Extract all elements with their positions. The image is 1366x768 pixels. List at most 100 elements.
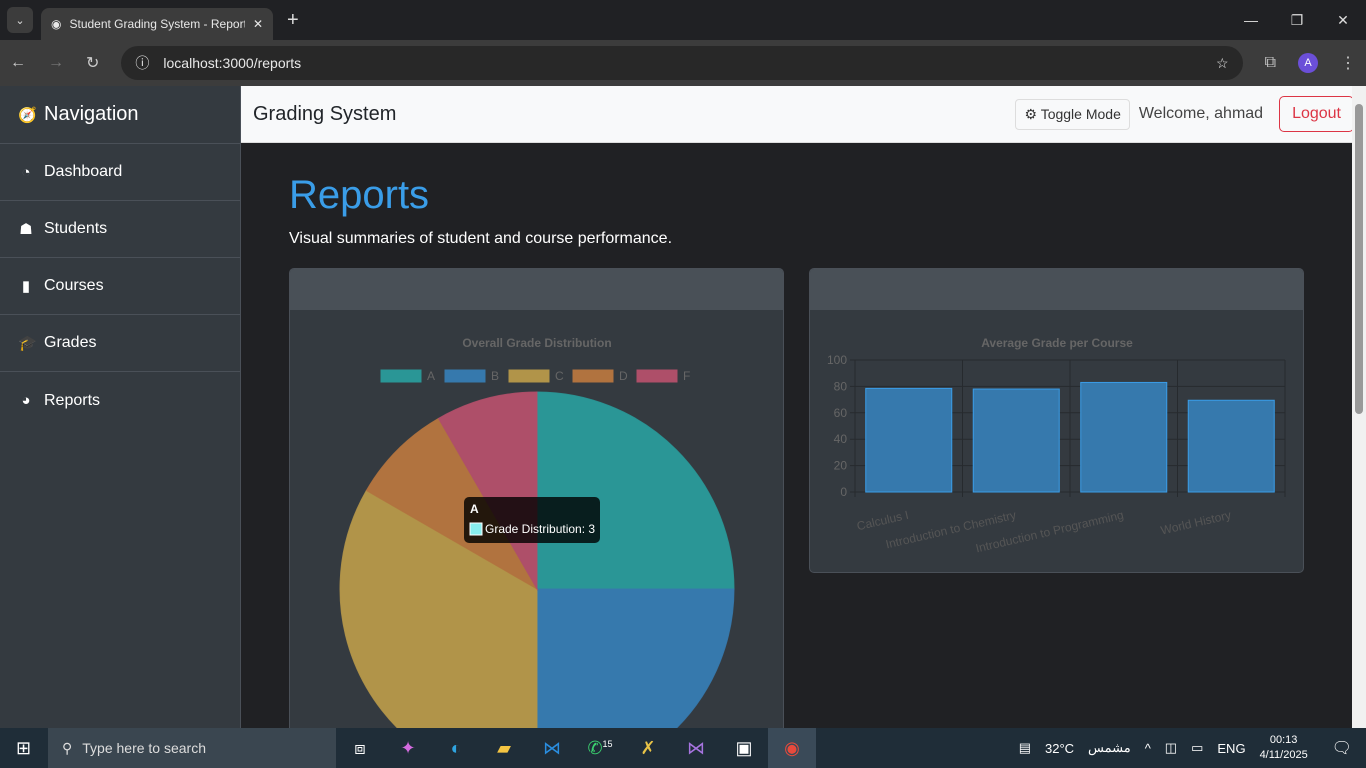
tooltip-swatch xyxy=(469,522,483,536)
grade-distribution-chart[interactable]: Overall Grade Distribution A B C D F A Grade Di… xyxy=(290,310,784,728)
legend-label: D xyxy=(619,369,628,383)
url-input[interactable]: ⓘ localhost:3000/reports ☆ xyxy=(121,46,1243,80)
y-tick-label: 40 xyxy=(834,432,848,446)
book-icon: ▮ xyxy=(21,278,31,295)
legend-swatch xyxy=(380,369,422,383)
bar-0 xyxy=(865,387,953,493)
page-scrollbar[interactable] xyxy=(1352,86,1366,728)
new-tab-button[interactable]: + xyxy=(287,8,299,31)
tooltip xyxy=(464,497,600,543)
y-tick-label: 0 xyxy=(840,485,847,499)
close-window-button[interactable]: ✕ xyxy=(1337,12,1349,28)
legend-label: F xyxy=(683,369,690,383)
average-grade-card: Average Grade per Course 0 20 40 60 80 100 Calc… xyxy=(809,268,1304,573)
notifications-icon[interactable]: 🗨 xyxy=(1331,740,1352,757)
x-tick-label: World History xyxy=(1159,508,1232,538)
sidebar-item-courses[interactable]: ▮ Courses xyxy=(0,258,240,315)
pie-chart-icon: ◕ xyxy=(21,392,31,409)
sidebar-item-label: Dashboard xyxy=(44,163,123,180)
sidebar-title: Navigation xyxy=(44,103,139,125)
battery-icon[interactable]: ▭ xyxy=(1191,740,1204,755)
edge-icon[interactable]: ◐ xyxy=(450,737,462,758)
visual-studio-icon[interactable]: ⋈ xyxy=(687,737,705,758)
weather-temp[interactable]: 32°C xyxy=(1044,740,1075,756)
y-tick-label: 80 xyxy=(834,379,848,393)
page-title: Reports xyxy=(289,173,430,217)
bookmark-star-icon[interactable]: ☆ xyxy=(1216,54,1229,71)
pie-slice-C xyxy=(339,489,538,728)
terminal-icon[interactable]: ▣ xyxy=(735,737,753,758)
windows-start-icon[interactable]: ⊞ xyxy=(16,737,32,758)
logout-button[interactable]: Logout xyxy=(1279,96,1354,132)
graduation-cap-icon: 🎓 xyxy=(18,335,37,352)
sidebar-item-dashboard[interactable]: ◔ Dashboard xyxy=(0,144,240,201)
welcome-text: Welcome, ahmad xyxy=(1138,105,1264,122)
chart-title: Overall Grade Distribution xyxy=(462,336,611,350)
address-bar-row: ← → ↻ ⓘ localhost:3000/reports ☆ ⧉ A ⋮ xyxy=(0,40,1366,86)
legend-label: B xyxy=(491,369,499,383)
tray-chevron-icon[interactable]: ^ xyxy=(1144,740,1151,756)
whatsapp-badge: 15 xyxy=(602,738,613,749)
chart-title: Average Grade per Course xyxy=(981,336,1133,350)
sidebar-item-grades[interactable]: 🎓 Grades xyxy=(0,315,240,372)
search-icon: ⚲ xyxy=(62,739,73,756)
task-view-icon[interactable]: ⧈ xyxy=(354,737,366,758)
extensions-icon[interactable]: ⧉ xyxy=(1264,54,1276,71)
pie-slice-A xyxy=(536,391,735,590)
copilot-icon[interactable]: ✦ xyxy=(400,737,416,758)
user-graduate-icon: ☗ xyxy=(19,221,33,238)
reload-icon[interactable]: ↻ xyxy=(86,55,100,72)
legend-swatch xyxy=(572,369,614,383)
site-info-icon[interactable]: ⓘ xyxy=(135,55,150,71)
grade-distribution-card: Overall Grade Distribution A B C D F A Grade Di… xyxy=(289,268,784,728)
legend-label: C xyxy=(555,369,564,383)
tooltip-label: Grade Distribution: 3 xyxy=(485,522,595,536)
sidebar-item-label: Students xyxy=(44,220,108,237)
back-icon[interactable]: ← xyxy=(10,54,26,71)
browser-tab[interactable]: ◉ Student Grading System - Reports ✕ xyxy=(41,8,273,40)
tab-search-button[interactable]: ⌄ xyxy=(7,7,33,33)
sidebar-item-label: Courses xyxy=(44,277,104,294)
close-tab-icon[interactable]: ✕ xyxy=(252,17,263,31)
compass-icon: 🧭 xyxy=(18,106,37,124)
toggle-mode-button[interactable]: ⚙ Toggle Mode xyxy=(1015,98,1130,130)
legend-swatch xyxy=(636,369,678,383)
chrome-icon[interactable]: ◉ xyxy=(768,728,816,768)
maximize-button[interactable]: ❐ xyxy=(1290,12,1304,28)
menu-icon[interactable]: ⋮ xyxy=(1340,55,1356,72)
browser-tab-strip: ⌄ ◉ Student Grading System - Reports ✕ +… xyxy=(0,0,1366,40)
app-icon[interactable]: ✗ xyxy=(640,737,656,758)
taskbar: ⊞ ⚲ Type here to search ⧈ ✦ ◐ ▰ ⋈ ✆15 ✗ ⋈… xyxy=(0,728,1366,768)
weather-text[interactable]: مشمس xyxy=(1088,740,1131,755)
clock[interactable]: 00:13 4/11/2025 xyxy=(1260,733,1308,763)
forward-icon[interactable]: → xyxy=(48,54,64,71)
toggle-label: Toggle Mode xyxy=(1040,105,1121,122)
tooltip-title: A xyxy=(470,502,479,516)
weather-icon[interactable]: ▤ xyxy=(1018,740,1031,755)
legend-swatch xyxy=(444,369,486,383)
page-subtitle: Visual summaries of student and course p… xyxy=(289,230,673,247)
camera-icon[interactable]: ◫ xyxy=(1164,740,1178,755)
sidebar-item-label: Reports xyxy=(44,391,101,409)
gear-icon: ⚙ xyxy=(1024,105,1038,122)
minimize-button[interactable]: — xyxy=(1244,12,1258,28)
y-tick-label: 100 xyxy=(827,353,847,367)
vscode-icon[interactable]: ⋈ xyxy=(543,737,561,758)
whatsapp-icon[interactable]: ✆15 xyxy=(587,737,613,758)
sidebar-item-label: Grades xyxy=(44,334,97,351)
top-navbar: Grading System ⚙ Toggle Mode Welcome, ah… xyxy=(241,86,1366,143)
pie-slice-D xyxy=(365,417,539,591)
legend-label: A xyxy=(427,369,435,383)
date: 4/11/2025 xyxy=(1259,749,1308,761)
sidebar-item-reports[interactable]: ◕ Reports xyxy=(0,372,240,429)
gauge-icon: ◔ xyxy=(21,163,31,181)
profile-avatar[interactable]: A xyxy=(1298,53,1318,73)
globe-icon: ◉ xyxy=(51,17,62,31)
sidebar-item-students[interactable]: ☗ Students xyxy=(0,201,240,258)
language-indicator[interactable]: ENG xyxy=(1217,740,1246,756)
search-placeholder: Type here to search xyxy=(82,740,207,756)
average-grade-chart[interactable]: Average Grade per Course 0 20 40 60 80 100 Calc… xyxy=(810,310,1304,572)
file-explorer-icon[interactable]: ▰ xyxy=(497,737,511,758)
brand: Grading System xyxy=(253,102,397,125)
taskbar-search[interactable]: ⚲ Type here to search xyxy=(48,728,336,768)
